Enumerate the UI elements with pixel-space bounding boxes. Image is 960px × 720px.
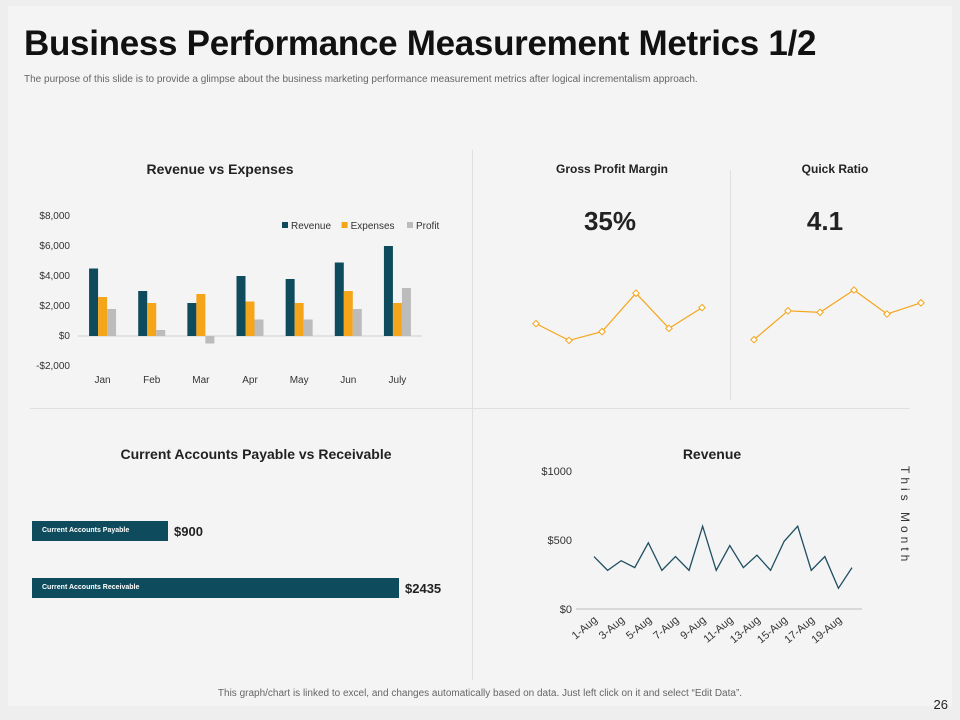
sparkline-point — [598, 327, 606, 336]
sparkline-path — [753, 289, 922, 341]
sparkline-point — [883, 310, 891, 318]
legend-swatch-expenses — [341, 222, 348, 228]
sparkline-point — [632, 289, 640, 298]
gross-profit-margin-value: 35% — [583, 206, 637, 236]
x-tick-label: 19-Aug — [809, 614, 844, 646]
bar-expenses-july — [392, 303, 402, 336]
quick-ratio-value: 4.1 — [806, 206, 844, 236]
page-title: Business Performance Measurement Metrics… — [24, 24, 817, 63]
revenue-line-chart: $0$500$10001-Aug3-Aug5-Aug7-Aug9-Aug11-A… — [541, 466, 862, 646]
x-tick-label: Mar — [192, 375, 210, 386]
sparkline-point — [750, 335, 758, 344]
revenue-title: Revenue — [682, 446, 742, 462]
payable-value-label: $900 — [174, 524, 203, 539]
y-tick-label: $8,000 — [39, 211, 70, 222]
legend-swatch-revenue — [282, 222, 288, 228]
y-tick-label: $500 — [548, 535, 572, 547]
bar-expenses-feb — [147, 303, 157, 336]
sparkline-point — [698, 303, 706, 312]
x-tick-label: July — [389, 375, 407, 386]
quick-ratio-title: Quick Ratio — [801, 162, 869, 176]
page-subtitle: The purpose of this slide is to provide … — [24, 74, 698, 85]
legend-swatch-profit — [407, 222, 413, 228]
bar-expenses-jun — [343, 291, 353, 336]
payable-vs-receivable-title: Current Accounts Payable vs Receivable — [120, 446, 392, 462]
sparkline-path — [535, 292, 703, 342]
y-tick-label: $1000 — [541, 466, 572, 478]
payable-bar-label: Current Accounts Payable — [42, 527, 130, 534]
x-tick-label: May — [290, 375, 309, 386]
payable-bar: Current Accounts Payable — [32, 521, 168, 541]
bar-revenue-mar — [187, 303, 197, 336]
bar-expenses-mar — [196, 294, 206, 336]
bar-profit-jan — [107, 309, 117, 336]
bar-revenue-apr — [236, 276, 246, 336]
bar-expenses-may — [294, 303, 304, 336]
bar-revenue-may — [285, 279, 295, 336]
x-tick-label: 5-Aug — [624, 614, 654, 642]
x-tick-label: Jun — [340, 375, 356, 386]
divider-vertical-kpi — [730, 170, 731, 400]
y-tick-label: $4,000 — [39, 271, 70, 282]
x-tick-label: 7-Aug — [651, 614, 681, 642]
gross-profit-margin-sparkline — [532, 289, 706, 345]
revenue-line-path — [593, 523, 853, 590]
bar-profit-may — [303, 319, 313, 336]
divider-vertical-center — [472, 150, 473, 680]
y-tick-label: $0 — [59, 331, 71, 342]
divider-horizontal-middle — [30, 408, 910, 409]
y-tick-label: $6,000 — [39, 241, 70, 252]
x-tick-label: Apr — [242, 375, 258, 386]
sparkline-point — [565, 336, 573, 345]
x-tick-label: 3-Aug — [597, 614, 627, 642]
x-tick-label: Feb — [143, 375, 161, 386]
bar-expenses-apr — [245, 301, 255, 336]
bar-revenue-jun — [334, 262, 344, 336]
bar-profit-mar — [205, 336, 215, 344]
sparkline-point — [665, 324, 673, 333]
sparkline-point — [917, 298, 925, 307]
revenue-vs-expenses-title: Revenue vs Expenses — [146, 161, 294, 177]
y-tick-label: -$2,000 — [36, 361, 70, 372]
bar-revenue-july — [383, 246, 393, 336]
bar-profit-jun — [352, 309, 362, 336]
sparkline-point — [850, 286, 858, 294]
y-tick-label: $0 — [560, 604, 572, 616]
bar-profit-feb — [156, 330, 166, 336]
bar-revenue-feb — [138, 291, 148, 336]
footer-note: This graph/chart is linked to excel, and… — [217, 688, 743, 699]
bar-expenses-jan — [98, 297, 108, 336]
legend-label-expenses: Expenses — [351, 221, 395, 232]
sparkline-point — [784, 306, 792, 315]
receivable-bar-label: Current Accounts Receivable — [42, 584, 140, 591]
receivable-bar: Current Accounts Receivable — [32, 578, 399, 598]
quick-ratio-sparkline — [750, 286, 925, 344]
legend-label-revenue: Revenue — [291, 221, 331, 232]
this-month-label: This Month — [898, 466, 912, 566]
gross-profit-margin-title: Gross Profit Margin — [555, 162, 668, 176]
x-tick-label: 1-Aug — [570, 614, 600, 642]
sparkline-point — [816, 308, 824, 317]
bar-revenue-jan — [89, 268, 99, 336]
y-tick-label: $2,000 — [39, 301, 70, 312]
bar-profit-july — [401, 288, 411, 336]
x-tick-label: Jan — [95, 375, 111, 386]
sparkline-point — [532, 319, 540, 328]
receivable-value-label: $2435 — [405, 581, 442, 596]
page-number: 26 — [933, 697, 948, 712]
bar-profit-apr — [254, 319, 264, 336]
revenue-vs-expenses-chart: -$2,000 $0 $2,000 $4,000 $6,000 $8,000 Jan Feb M… — [36, 211, 440, 386]
legend-label-profit: Profit — [416, 221, 440, 232]
